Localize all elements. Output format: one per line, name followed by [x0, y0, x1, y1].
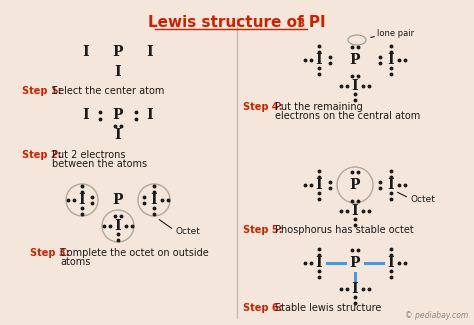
- Text: Step 2:: Step 2:: [22, 150, 62, 160]
- Text: P: P: [350, 178, 360, 192]
- Text: 3: 3: [297, 19, 305, 29]
- Text: I: I: [316, 53, 322, 67]
- Text: Octet: Octet: [176, 227, 201, 237]
- Text: electrons on the central atom: electrons on the central atom: [275, 111, 420, 121]
- Text: P: P: [350, 53, 360, 67]
- Text: Step 4:: Step 4:: [243, 102, 283, 112]
- Text: Octet: Octet: [411, 196, 436, 204]
- Text: Stable lewis structure: Stable lewis structure: [275, 303, 382, 313]
- Text: Step 6:: Step 6:: [243, 303, 283, 313]
- Text: I: I: [79, 193, 85, 207]
- Text: Put the remaining: Put the remaining: [275, 102, 363, 112]
- Text: I: I: [352, 79, 358, 93]
- Text: I: I: [82, 45, 89, 59]
- Text: I: I: [388, 256, 394, 270]
- Text: I: I: [146, 45, 153, 59]
- Text: lone pair: lone pair: [377, 30, 414, 38]
- Text: I: I: [388, 53, 394, 67]
- Text: I: I: [146, 108, 153, 122]
- Text: Select the center atom: Select the center atom: [52, 86, 164, 96]
- Text: P: P: [113, 193, 123, 207]
- Text: I: I: [352, 204, 358, 218]
- Text: P: P: [113, 108, 123, 122]
- Text: Step 5:: Step 5:: [243, 225, 283, 235]
- Text: Phosphorus has stable octet: Phosphorus has stable octet: [275, 225, 414, 235]
- Text: Put 2 electrons: Put 2 electrons: [52, 150, 126, 160]
- Text: atoms: atoms: [60, 257, 91, 267]
- Text: Step 1:: Step 1:: [22, 86, 62, 96]
- Text: I: I: [316, 256, 322, 270]
- Text: Complete the octet on outside: Complete the octet on outside: [60, 248, 209, 258]
- Text: Step 3:: Step 3:: [30, 248, 70, 258]
- Text: P: P: [350, 256, 360, 270]
- Text: I: I: [316, 178, 322, 192]
- Text: I: I: [115, 219, 121, 233]
- Text: © pediabay.com: © pediabay.com: [405, 311, 468, 320]
- Text: I: I: [115, 65, 121, 79]
- Text: I: I: [352, 282, 358, 296]
- Text: Lewis structure of PI: Lewis structure of PI: [148, 15, 326, 30]
- Text: P: P: [113, 45, 123, 59]
- Text: I: I: [82, 108, 89, 122]
- Text: between the atoms: between the atoms: [52, 159, 147, 169]
- Text: I: I: [151, 193, 157, 207]
- Text: I: I: [115, 128, 121, 142]
- Text: I: I: [388, 178, 394, 192]
